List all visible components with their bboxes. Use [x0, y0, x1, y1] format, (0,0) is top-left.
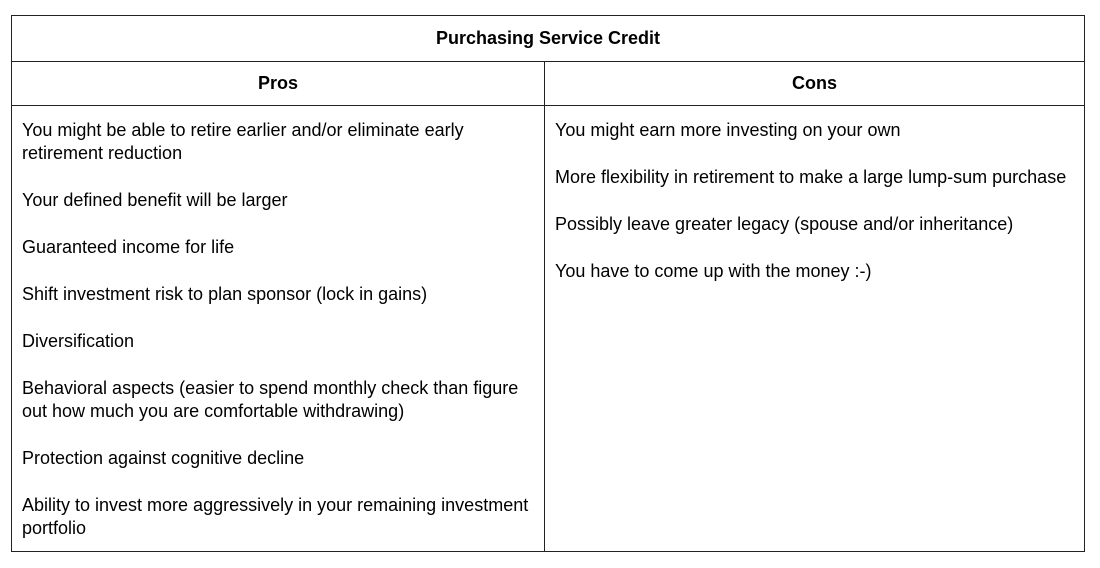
con-item: Possibly leave greater legacy (spouse an… [555, 214, 1014, 234]
pro-item: Ability to invest more aggressively in y… [22, 495, 529, 538]
cons-header: Cons [544, 61, 1085, 106]
pro-item: Behavioral aspects (easier to spend mont… [22, 378, 519, 421]
pro-item: Diversification [22, 331, 135, 351]
pro-item: Your defined benefit will be larger [22, 190, 288, 210]
con-item: You might earn more investing on your ow… [555, 120, 901, 140]
pro-item: Shift investment risk to plan sponsor (l… [22, 284, 428, 304]
pros-header: Pros [11, 61, 545, 106]
con-item: You have to come up with the money :-) [555, 261, 872, 281]
con-item: More flexibility in retirement to make a… [555, 167, 1067, 187]
cons-column: You might earn more investing on your ow… [544, 105, 1085, 552]
table-title: Purchasing Service Credit [11, 15, 1085, 62]
pros-cons-table: Purchasing Service Credit Pros Cons You … [11, 15, 1085, 552]
pro-item: You might be able to retire earlier and/… [22, 120, 464, 163]
pros-column: You might be able to retire earlier and/… [11, 105, 545, 552]
pro-item: Protection against cognitive decline [22, 448, 305, 468]
pro-item: Guaranteed income for life [22, 237, 235, 257]
